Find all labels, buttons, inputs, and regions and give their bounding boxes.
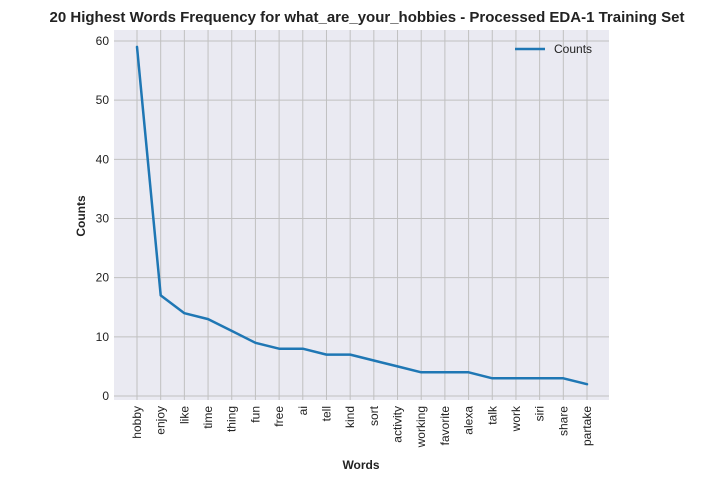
legend-label: Counts (554, 42, 592, 56)
series-layer (135, 45, 589, 386)
y-axis-label: Counts (74, 195, 88, 237)
series-line-counts (135, 45, 589, 386)
x-tick-label: kind (343, 406, 357, 428)
x-tick-label: alexa (462, 406, 476, 435)
x-tick-label: enjoy (154, 406, 168, 435)
x-tick-label: work (509, 405, 523, 432)
x-tick-label: favorite (438, 406, 452, 446)
x-tick-label: tell (319, 406, 333, 421)
x-tick-label: like (177, 406, 191, 424)
x-tick-label: time (201, 406, 215, 429)
legend: Counts (515, 42, 592, 56)
y-tick-label: 20 (96, 271, 110, 285)
x-tick-label: ai (296, 406, 310, 415)
y-tick-label: 0 (102, 389, 109, 403)
x-tick-label: fun (248, 406, 262, 423)
plot-area (114, 30, 609, 400)
x-tick-label: activity (391, 406, 405, 443)
x-tick-label: thing (225, 406, 239, 432)
x-tick-label: share (556, 406, 570, 436)
x-tick-label: working (414, 406, 428, 448)
x-tick-label: free (272, 406, 286, 427)
y-tick-label: 40 (96, 152, 110, 166)
y-tick-label: 60 (96, 34, 110, 48)
y-tick-label: 30 (96, 212, 110, 226)
x-tick-label: talk (485, 405, 499, 425)
x-tick-label: partake (580, 406, 594, 446)
x-axis-ticks: hobby enjoy like time thing fun free ai tell kind… (130, 405, 594, 448)
x-axis-label: Words (342, 458, 379, 472)
y-tick-label: 50 (96, 93, 110, 107)
x-tick-label: siri (533, 406, 547, 421)
x-tick-label: sort (367, 405, 381, 426)
y-axis-ticks: 0 10 20 30 40 50 60 (96, 34, 110, 403)
chart-title: 20 Highest Words Frequency for what_are_… (50, 9, 685, 26)
y-tick-label: 10 (96, 330, 110, 344)
x-tick-label: hobby (130, 406, 144, 439)
grid-lines (114, 30, 609, 400)
